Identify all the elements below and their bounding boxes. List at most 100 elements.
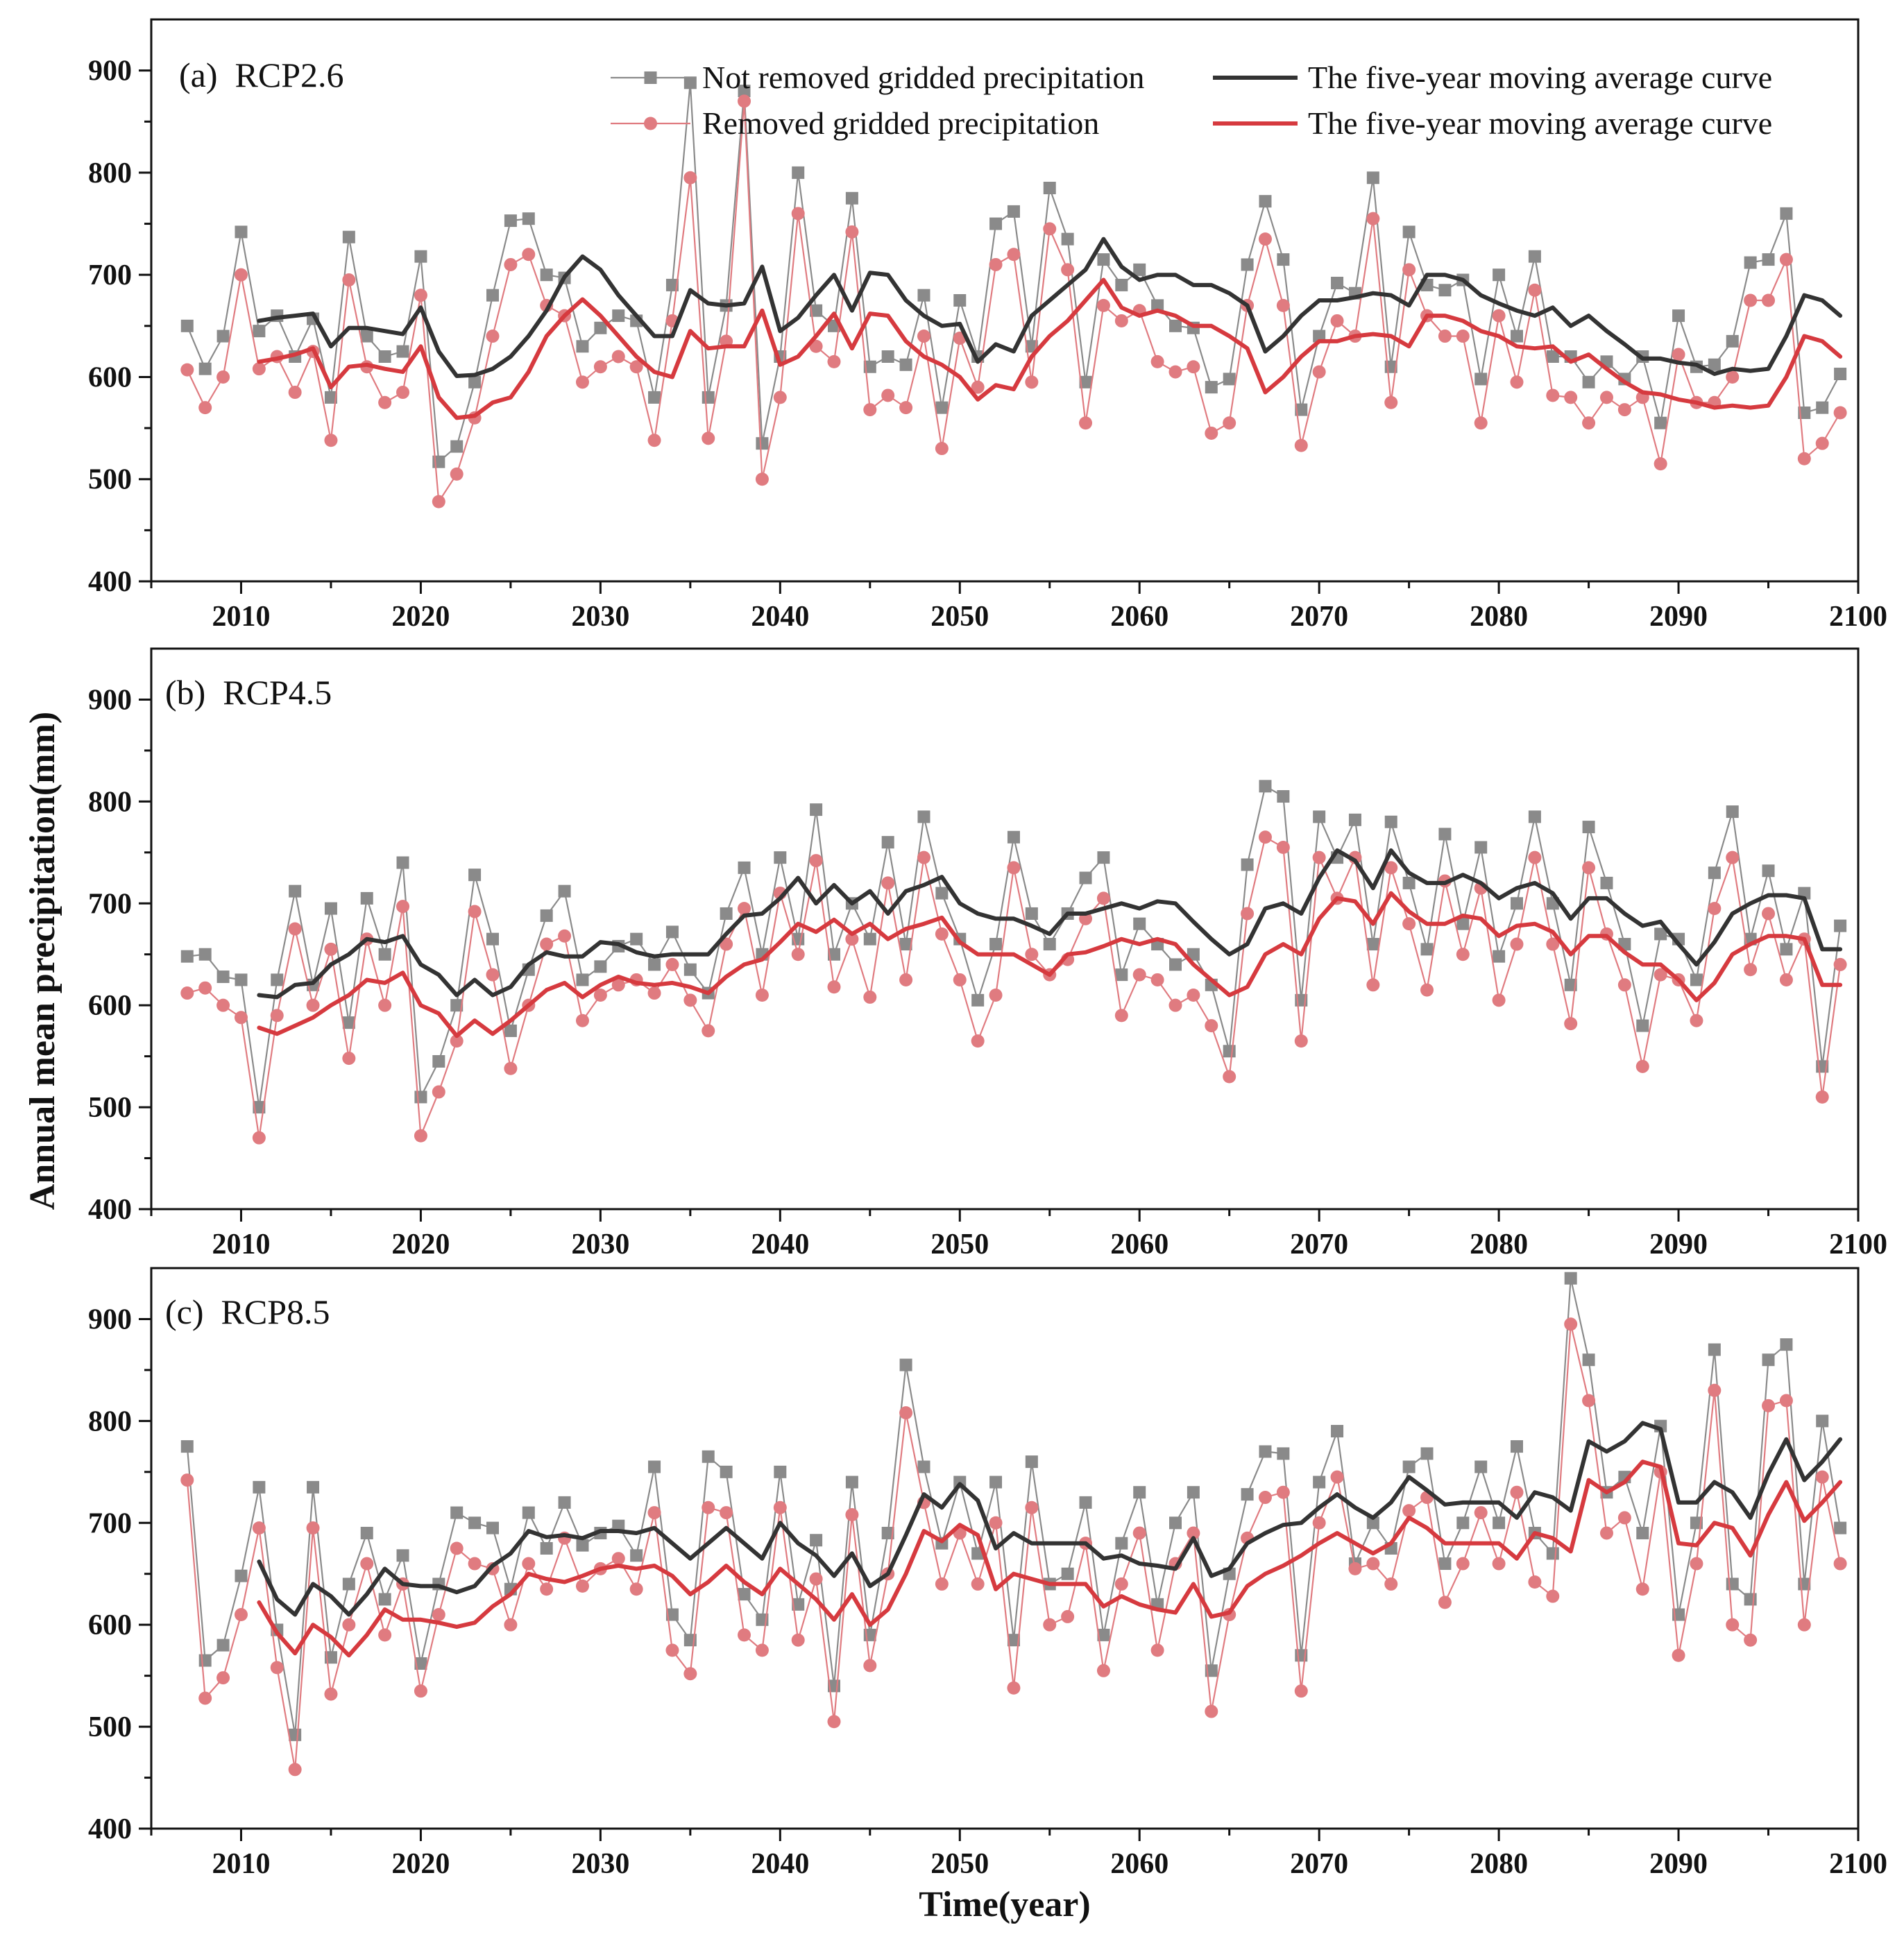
data-point-removed: [252, 362, 266, 376]
data-point-not-removed: [1097, 253, 1110, 266]
data-point-not-removed: [1241, 1488, 1254, 1501]
data-point-removed: [791, 1633, 805, 1647]
x-tick-label: 2050: [930, 1229, 989, 1260]
series-markers-removed: [180, 830, 1847, 1145]
data-point-removed: [1150, 354, 1164, 368]
x-tick-label: 2010: [212, 1229, 270, 1260]
x-tick-label: 2040: [751, 601, 809, 633]
data-point-not-removed: [1384, 815, 1397, 828]
data-point-removed: [845, 932, 859, 946]
data-point-not-removed: [1025, 907, 1038, 920]
data-point-removed: [1294, 1684, 1308, 1698]
data-point-removed: [1025, 1500, 1039, 1514]
data-point-not-removed: [899, 358, 912, 371]
data-point-not-removed: [1259, 1445, 1272, 1458]
data-point-not-removed: [881, 836, 894, 849]
data-point-not-removed: [522, 212, 535, 225]
data-point-removed: [1654, 968, 1667, 982]
data-point-removed: [1420, 983, 1434, 997]
data-point-removed: [1492, 309, 1506, 323]
data-point-removed: [1617, 1511, 1631, 1525]
data-point-removed: [1384, 861, 1398, 875]
data-point-not-removed: [1241, 258, 1254, 271]
data-point-not-removed: [342, 230, 355, 243]
data-point-not-removed: [774, 1465, 787, 1478]
data-point-not-removed: [1564, 1272, 1577, 1285]
data-point-not-removed: [917, 289, 930, 302]
data-point-removed: [1384, 395, 1398, 409]
data-point-removed: [683, 171, 697, 185]
data-point-not-removed: [180, 1440, 194, 1453]
data-point-not-removed: [1834, 368, 1847, 381]
data-point-removed: [1635, 1059, 1649, 1073]
data-point-removed: [1564, 1017, 1578, 1031]
data-point-removed: [1223, 1070, 1236, 1084]
data-point-not-removed: [720, 907, 733, 920]
data-point-not-removed: [845, 1476, 858, 1489]
data-point-removed: [486, 968, 500, 982]
series-group: [180, 76, 1847, 508]
y-axis-ticks: 400 500 600 700 800 900: [88, 55, 151, 598]
data-point-not-removed: [1834, 919, 1847, 932]
data-point-removed: [1474, 1506, 1488, 1520]
data-point-removed: [647, 434, 661, 447]
data-point-removed: [593, 360, 607, 374]
data-point-not-removed: [1313, 1476, 1326, 1489]
data-point-not-removed: [1744, 256, 1757, 269]
panel-frame: [150, 647, 1860, 1211]
data-point-removed: [342, 273, 356, 287]
data-point-removed: [1546, 1589, 1560, 1603]
data-point-removed: [270, 1661, 284, 1675]
data-point-removed: [288, 922, 302, 936]
data-point-not-removed: [1456, 1516, 1470, 1530]
x-tick-label: 2070: [1290, 601, 1348, 633]
data-point-not-removed: [1295, 403, 1308, 416]
moving-average-line-removed: [257, 1460, 1843, 1658]
series-group: [180, 780, 1847, 1145]
data-point-not-removed: [216, 330, 230, 343]
data-point-not-removed: [486, 1521, 499, 1534]
data-point-removed: [702, 1500, 715, 1514]
data-point-removed: [1150, 1643, 1164, 1657]
data-point-not-removed: [863, 360, 876, 373]
y-tick-label: 700: [88, 888, 132, 920]
data-point-removed: [863, 1659, 877, 1673]
data-point-removed: [450, 1541, 464, 1555]
data-point-removed: [1599, 1526, 1613, 1540]
data-point-removed: [791, 207, 805, 221]
data-point-removed: [216, 370, 230, 384]
panel-label: (a) RCP2.6: [179, 55, 344, 94]
data-point-not-removed: [1133, 1486, 1146, 1499]
data-point-not-removed: [1528, 250, 1541, 263]
data-point-removed: [234, 1607, 248, 1621]
data-point-not-removed: [289, 1728, 302, 1741]
data-point-not-removed: [396, 345, 409, 358]
data-point-not-removed: [414, 250, 427, 263]
data-point-removed: [863, 990, 877, 1004]
data-point-not-removed: [396, 856, 409, 869]
panel-frame: [150, 18, 1860, 583]
data-point-removed: [306, 998, 320, 1012]
data-point-removed: [1241, 907, 1255, 921]
data-point-not-removed: [1582, 1353, 1595, 1367]
data-point-removed: [702, 1024, 715, 1038]
moving-average-line-not-removed: [257, 848, 1843, 1000]
data-point-not-removed: [792, 1598, 805, 1611]
data-point-not-removed: [665, 278, 679, 291]
data-point-not-removed: [810, 304, 823, 317]
data-point-removed: [396, 386, 410, 400]
data-point-removed: [845, 225, 859, 239]
data-point-removed: [1528, 850, 1542, 864]
data-point-not-removed: [1511, 330, 1523, 343]
data-point-not-removed: [468, 1516, 482, 1530]
data-point-removed: [198, 401, 212, 415]
data-point-not-removed: [1223, 373, 1236, 386]
data-point-removed: [647, 1506, 661, 1520]
data-point-removed: [1025, 948, 1039, 961]
data-point-removed: [252, 1521, 266, 1535]
data-point-removed: [1312, 1516, 1326, 1530]
data-point-not-removed: [1780, 943, 1793, 956]
data-point-not-removed: [1079, 375, 1092, 388]
data-point-removed: [216, 998, 230, 1012]
